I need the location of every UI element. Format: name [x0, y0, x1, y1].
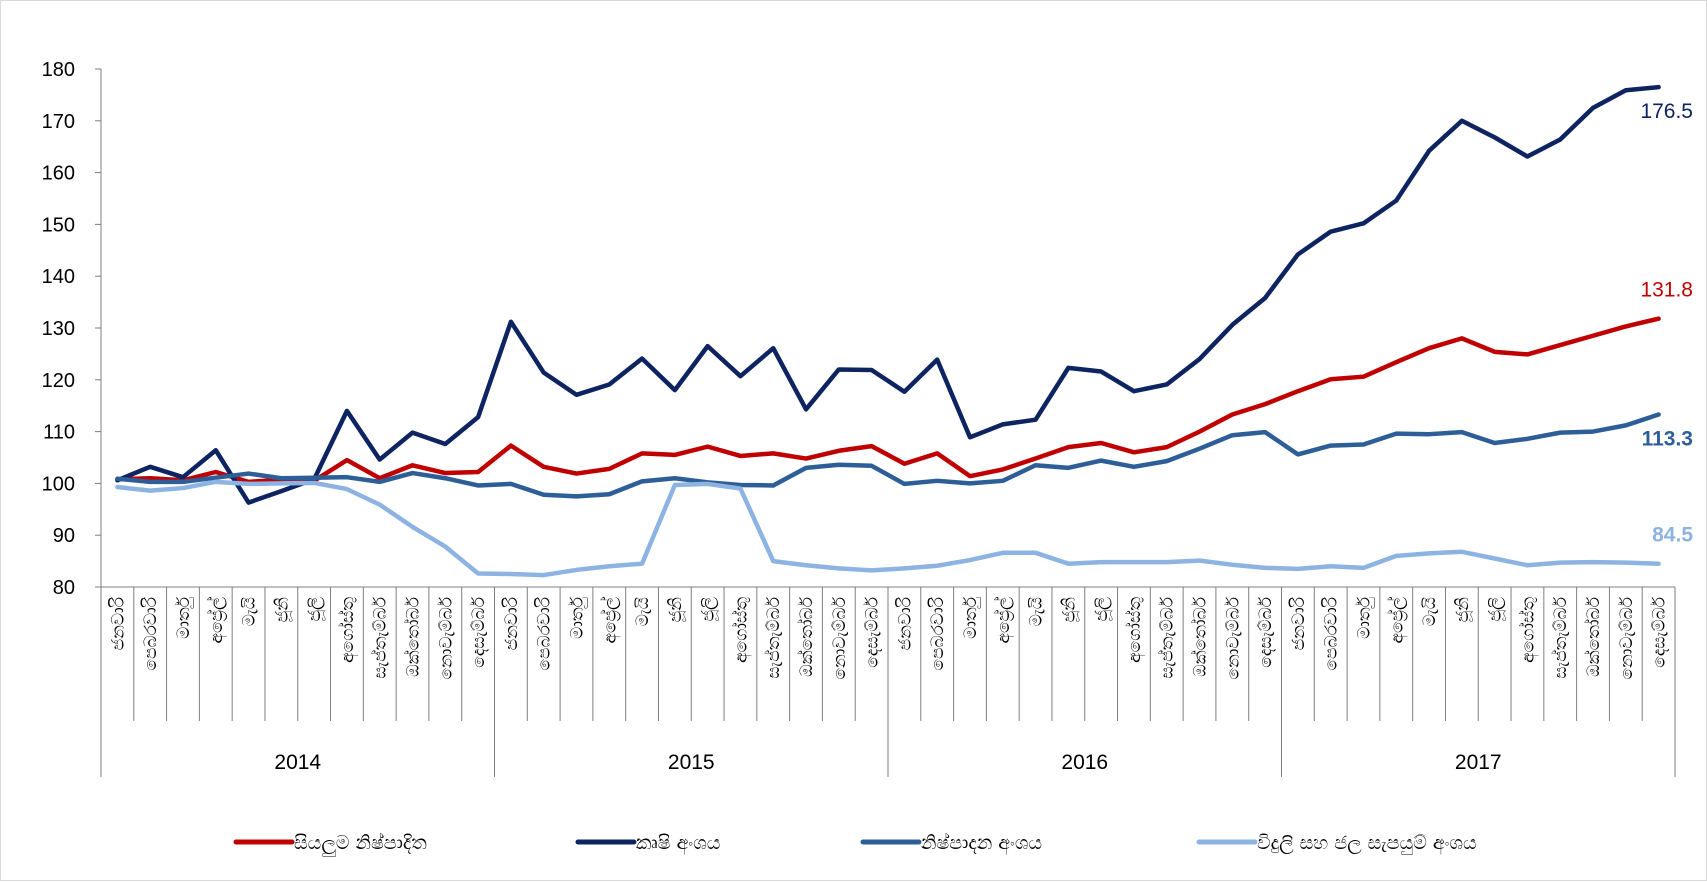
x-month-label: ජූලි [1486, 597, 1506, 622]
y-tick-label: 110 [43, 422, 75, 444]
x-month-label: ජනවාරි [895, 596, 915, 650]
x-month-label: අප්‍රේල් [600, 597, 621, 644]
x-month-label: දෙසැම්බර් [1256, 596, 1276, 667]
x-month-label: ඔක්තෝබර් [1584, 596, 1604, 677]
series-end-label: 113.3 [1642, 428, 1693, 451]
x-month-label: මාර්තු [567, 596, 587, 639]
series-end-label: 84.5 [1652, 524, 1693, 547]
y-tick-label: 90 [53, 525, 75, 547]
x-month-label: අප්‍රේල් [994, 597, 1015, 644]
x-month-label: ජූනි [1059, 597, 1079, 623]
y-tick-label: 180 [42, 59, 75, 81]
x-axis: ජනවාරි පෙබරවාරි මාර්තු අප්‍රේල් මැයි ජූනි ජූලි… [100, 586, 1676, 777]
x-month-label: නොවැම්බර් [436, 596, 456, 679]
x-month-label: සැප්තැම්බර් [371, 596, 391, 678]
end-labels: 131.8 176.5 113.3 84.5 [1640, 100, 1693, 547]
x-month-label: ජූනි [666, 597, 686, 623]
x-month-label: අගෝස්තු [338, 597, 359, 663]
x-month-label: ඔක්තෝබර් [403, 596, 423, 677]
axes: 80 90 100 110 120 130 140 150 160 170 180 [42, 59, 102, 599]
x-month-label: අප්‍රේල් [1387, 597, 1408, 644]
x-month-label: මැයි [633, 597, 653, 626]
y-tick-label: 80 [53, 577, 75, 599]
x-month-label: අගෝස්තු [1518, 597, 1539, 663]
x-month-label: නොවැම්බර් [1223, 596, 1243, 679]
x-month-label: ඔක්තෝබර් [797, 596, 817, 677]
legend-label: කෘෂි අංශය [636, 832, 720, 855]
x-month-label: ජූලි [1092, 597, 1112, 622]
x-month-label: පෙබරවාරි [141, 596, 161, 670]
x-month-label: නොවැම්බර් [1617, 596, 1637, 679]
x-month-label: මාර්තු [174, 596, 194, 639]
x-month-label: ජූනි [272, 597, 292, 623]
y-tick-label: 170 [42, 111, 75, 133]
legend-label: සියලුම නිෂ්පාදිත [294, 832, 427, 857]
x-month-label: මාර්තු [961, 596, 981, 639]
x-month-label: පෙබරවාරි [1322, 596, 1342, 670]
x-month-label: අප්‍රේල් [207, 597, 228, 644]
x-month-label: ජූලි [699, 597, 719, 622]
series-line [115, 412, 1661, 499]
y-tick-label: 100 [42, 473, 75, 495]
series-end-label: 176.5 [1640, 100, 1693, 123]
series-line [115, 84, 1661, 505]
series-line [115, 479, 1661, 578]
x-month-label: ජනවාරි [108, 596, 128, 650]
x-month-label: ජූනි [1453, 597, 1473, 623]
y-tick-label: 140 [42, 266, 75, 288]
series-lines [115, 84, 1661, 578]
x-year-label: 2015 [668, 751, 715, 774]
x-month-label: සැප්තැම්බර් [764, 596, 784, 678]
x-year-label: 2014 [274, 751, 321, 774]
x-month-label: පෙබරවාරි [535, 596, 555, 670]
y-tick-label: 130 [42, 318, 75, 340]
x-month-label: අගෝස්තු [731, 597, 752, 663]
x-month-label: සැප්තැම්බර් [1551, 596, 1571, 678]
x-month-label: දෙසැම්බර් [863, 596, 883, 667]
x-month-label: සැප්තැම්බර් [1158, 596, 1178, 678]
x-month-label: අගෝස්තු [1125, 597, 1146, 663]
x-month-label: දෙසැම්බර් [1650, 596, 1670, 667]
x-month-label: ඔක්තෝබර් [1190, 596, 1210, 677]
x-month-label: මැයි [1420, 597, 1440, 626]
legend-label: විදුලි සහ ජල සැපයුම් අංශය [1257, 832, 1477, 856]
x-month-label: මැයි [1027, 597, 1047, 626]
x-month-label: පෙබරවාරි [928, 596, 948, 670]
x-month-label: මැයි [240, 597, 260, 626]
series-line [115, 316, 1661, 485]
legend: සියලුම නිෂ්පාදිත කෘෂි අංශය නිෂ්පාදන අංශය වි… [233, 832, 1477, 857]
x-month-label: දෙසැම්බර් [469, 596, 489, 667]
x-year-label: 2017 [1455, 751, 1502, 774]
y-tick-label: 160 [42, 163, 75, 185]
legend-label: නිෂ්පාදන අංශය [921, 832, 1042, 855]
x-month-label: නොවැම්බර් [830, 596, 850, 679]
series-end-label: 131.8 [1640, 279, 1693, 302]
x-month-label: ජූලි [305, 597, 325, 622]
x-month-label: ජනවාරි [1289, 596, 1309, 650]
y-tick-label: 150 [42, 214, 75, 236]
x-year-label: 2016 [1061, 751, 1108, 774]
y-tick-label: 120 [42, 370, 75, 392]
x-month-label: ජනවාරි [502, 596, 522, 650]
x-month-label: මාර්තු [1354, 596, 1374, 639]
